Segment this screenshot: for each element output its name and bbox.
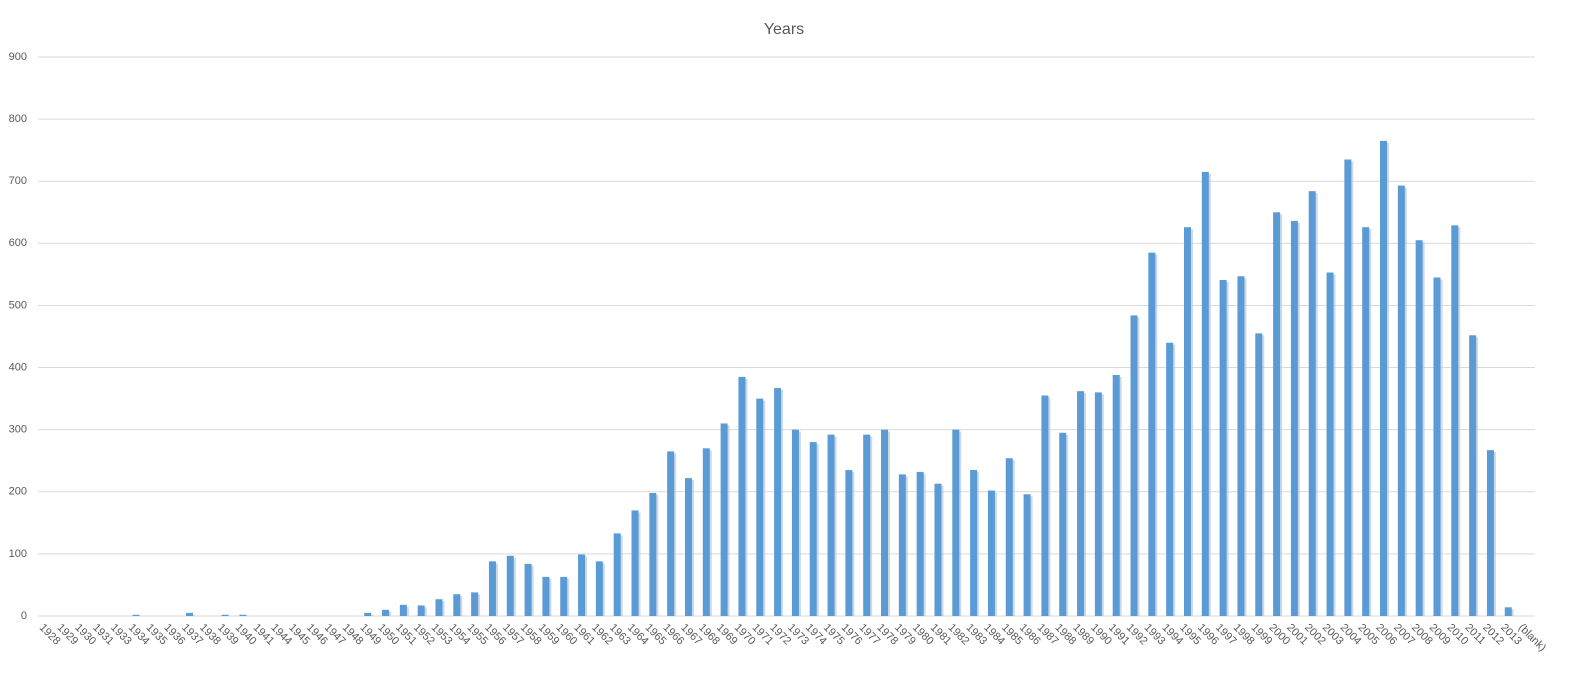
bar [934,483,942,616]
bar [1290,220,1298,616]
bar [827,434,835,616]
bar [560,576,568,616]
y-tick-label: 500 [9,299,27,311]
bar [524,563,532,616]
bar [756,398,764,616]
bar [1380,140,1388,616]
bar [1148,252,1156,616]
bar [720,423,728,616]
bar [1023,494,1031,616]
y-tick-label: 900 [9,51,27,63]
bar [1059,432,1067,616]
bar [1469,335,1477,616]
bar [1005,458,1013,616]
bar [809,442,817,616]
bar [684,478,692,616]
bar [1397,185,1405,616]
bar [952,429,960,616]
y-tick-label: 0 [21,610,27,622]
bar [1201,171,1209,616]
bar [774,388,782,616]
bar [506,555,514,616]
y-tick-label: 300 [9,424,27,436]
bar [916,471,924,616]
bar [488,561,496,616]
bar [1094,392,1102,616]
bar [417,605,425,616]
bar [845,470,853,616]
bar [738,376,746,616]
bar [863,434,871,616]
bar [649,493,657,616]
bar [132,614,140,616]
bar [1041,395,1049,616]
bar [239,614,247,616]
bar [613,533,621,616]
y-tick-label: 700 [9,175,27,187]
bar [1273,212,1281,616]
bar [453,594,461,616]
bar [221,614,229,616]
bar [1451,225,1459,616]
y-tick-label: 100 [9,548,27,560]
bar [881,429,889,616]
bar [578,554,586,616]
bar [1433,277,1441,616]
bar [542,576,550,616]
y-tick-label: 600 [9,237,27,249]
bar [1219,279,1227,616]
bar [1344,159,1352,616]
bar [1308,191,1316,616]
chart-title: Years [764,21,804,38]
bar [667,451,675,616]
bar [702,448,710,616]
bar [1237,276,1245,616]
bar [1486,450,1494,616]
bar [1326,272,1334,616]
bar [1255,333,1263,616]
bar [970,470,978,616]
bar [1183,227,1191,616]
bar [1130,315,1138,616]
bar [1504,607,1512,616]
bar [1362,227,1370,616]
y-tick-label: 200 [9,486,27,498]
bar [1077,391,1085,616]
bar [898,474,906,616]
bar [471,592,479,616]
y-tick-label: 800 [9,113,27,125]
bar [987,490,995,616]
bar [399,604,407,616]
bar [1112,375,1120,616]
bar [382,609,390,616]
bar [1166,342,1174,616]
bar [595,561,603,616]
y-tick-label: 400 [9,361,27,373]
bar [435,599,443,616]
bar [1415,240,1423,616]
bar [791,429,799,616]
bar [185,612,193,616]
bar [364,612,372,616]
bar [631,510,639,616]
